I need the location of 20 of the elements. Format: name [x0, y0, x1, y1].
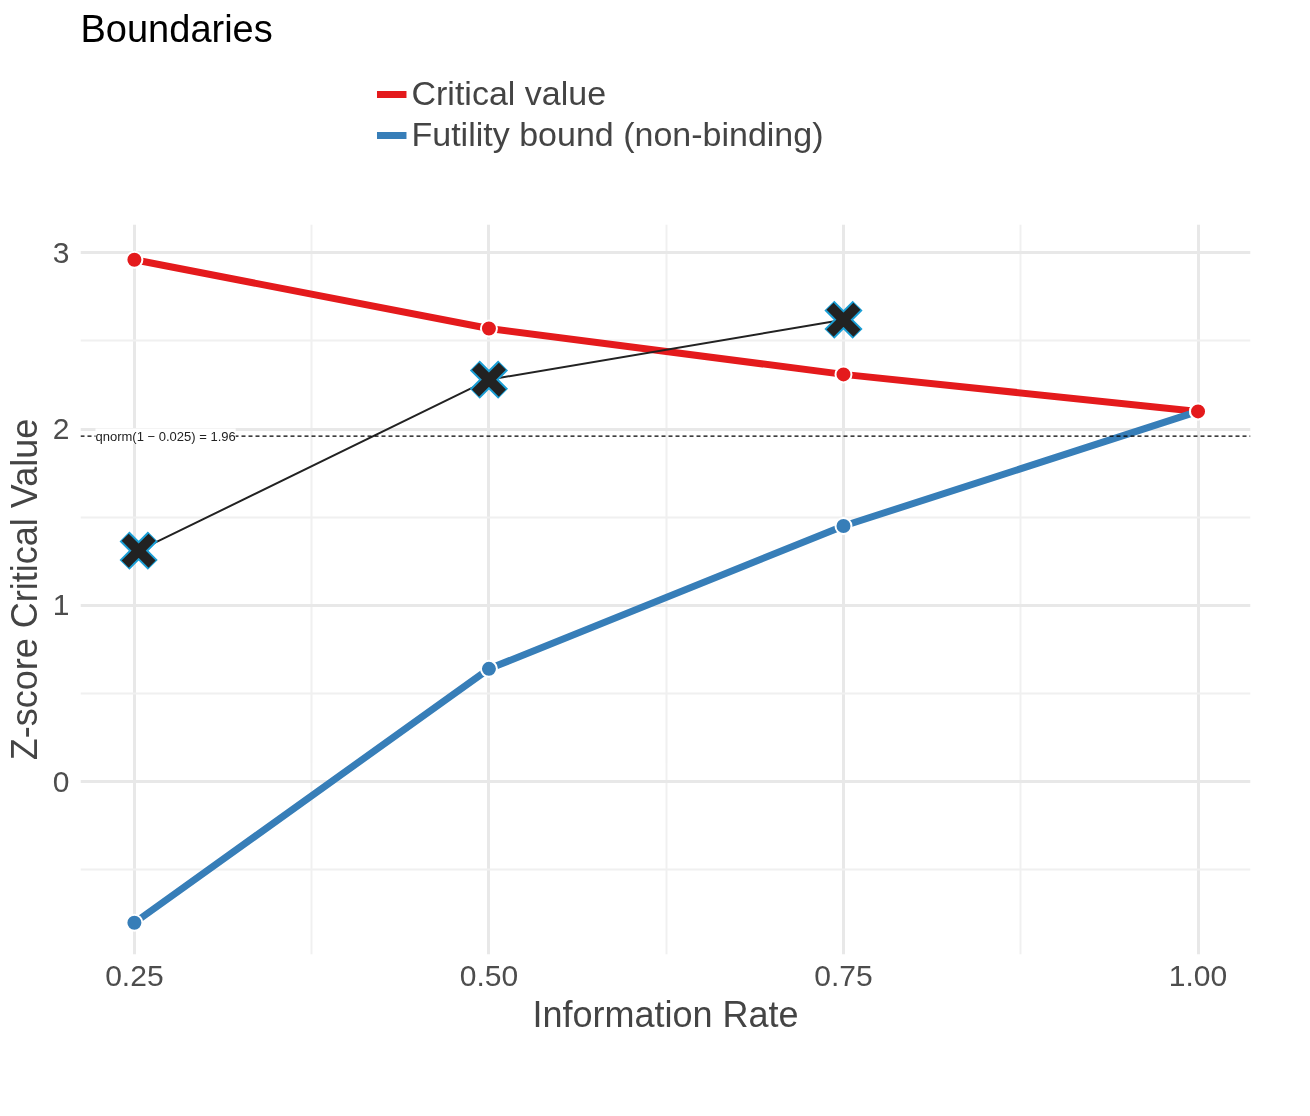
legend-label: Futility bound (non-binding) — [411, 115, 824, 154]
point — [834, 365, 853, 384]
x-tick-label: 0.75 — [814, 958, 873, 992]
y-tick-label: 0 — [52, 764, 70, 798]
point — [479, 659, 498, 678]
point — [479, 319, 498, 338]
y-axis-title: Z-score Critical Value — [3, 418, 45, 761]
x-tick-label: 1.00 — [1168, 958, 1228, 992]
point — [125, 913, 144, 932]
legend-label: Critical value — [411, 74, 607, 113]
x-axis-title: Information Rate — [532, 993, 799, 1035]
point — [125, 250, 144, 269]
x-tick-label: 0.25 — [105, 958, 164, 992]
y-tick-label: 3 — [52, 235, 70, 269]
x-tick-label: 0.50 — [459, 958, 519, 992]
ref-line-label: qnorm(1 − 0.025) = 1.96 — [95, 428, 236, 444]
chart-title: Boundaries — [80, 7, 273, 50]
point — [834, 517, 853, 536]
y-tick-label: 1 — [52, 588, 70, 622]
y-tick-label: 2 — [52, 412, 70, 446]
